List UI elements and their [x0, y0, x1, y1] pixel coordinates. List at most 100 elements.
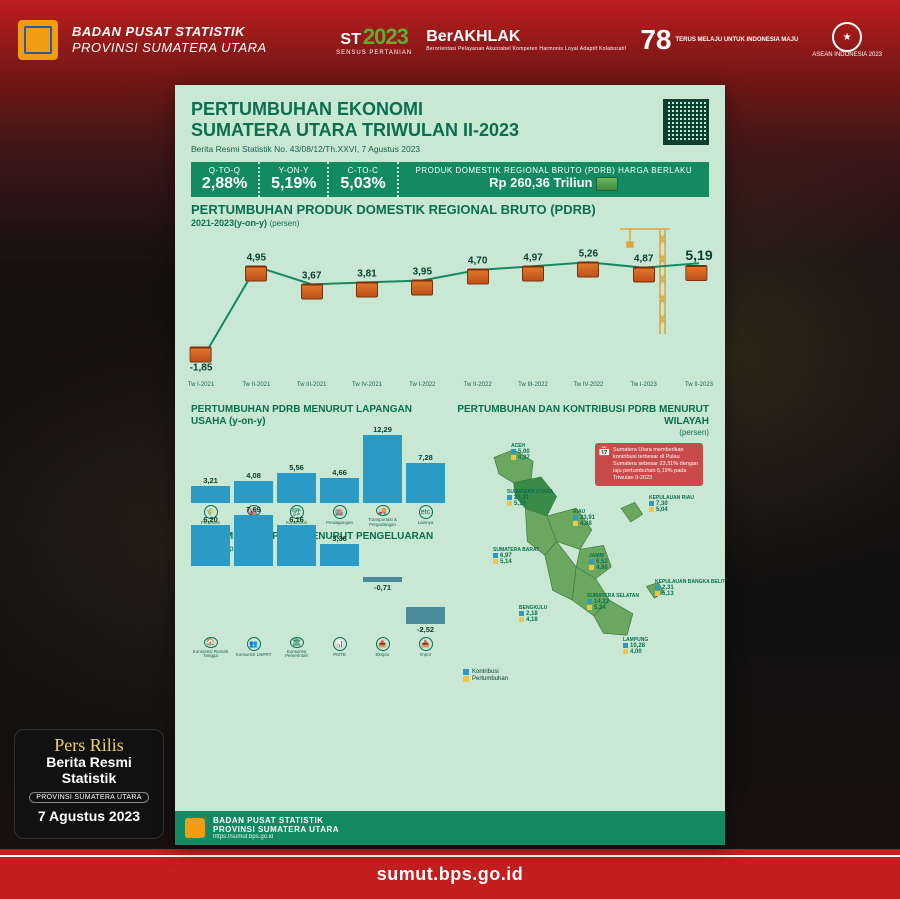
xtick-label: Tw II-2023 — [685, 382, 713, 388]
category-icon: 🏠 — [204, 637, 218, 648]
asean-logo: ASEAN INDONESIA 2023 — [812, 22, 882, 58]
bar-category: 🏛Konsumsi Pemerintah — [277, 637, 316, 659]
kpi-box: Y-ON-Y5,19% — [260, 162, 329, 197]
kpi-box: C-TO-C5,03% — [329, 162, 398, 197]
bar-category: 👥Konsumsi LNPRT — [234, 637, 273, 659]
xtick-label: Tw IV-2021 — [352, 382, 382, 388]
kpi-label: Q-TO-Q — [197, 166, 252, 175]
bar1-title: PERTUMBUHAN PDRB MENURUT LAPANGAN USAHA … — [191, 404, 445, 427]
map-region-label: JAMBI 6,52 4,80 — [589, 553, 608, 571]
bar-category: 🚚 Transportasi & Pergudangan — [363, 505, 402, 527]
kpi-label: PRODUK DOMESTIK REGIONAL BRUTO (PDRB) HA… — [405, 166, 703, 175]
bar-category: 📥 Impor — [406, 637, 445, 659]
chest-icon — [685, 265, 707, 281]
kpi-label: C-TO-C — [335, 166, 390, 175]
pers-rilis-badge: Pers Rilis Berita Resmi Statistik PROVIN… — [14, 729, 164, 839]
bar-chart-usaha: 3,214,085,564,6612,297,28🌾Pertanian🏭Indu… — [191, 431, 445, 527]
bar-value: 12,29 — [373, 425, 392, 434]
map-legend: Kontribusi Pertumbuhan — [463, 668, 508, 683]
category-label: Ekspor — [375, 653, 389, 658]
chest-icon — [301, 283, 323, 299]
xtick-label: Tw III-2021 — [297, 382, 327, 388]
money-icon — [596, 177, 618, 191]
bar: 6,20 — [191, 525, 230, 566]
line-section-title: PERTUMBUHAN PRODUK DOMESTIK REGIONAL BRU… — [191, 203, 709, 218]
bar-value: 4,08 — [246, 471, 261, 480]
ri78-text: TERUS MELAJU UNTUK INDONESIA MAJU — [676, 37, 799, 44]
map-region-label: LAMPUNG 10,28 4,00 — [623, 637, 648, 655]
line-point: 4,70 — [467, 256, 489, 285]
left-column: PERTUMBUHAN PDRB MENURUT LAPANGAN USAHA … — [191, 398, 445, 687]
bps-logo-icon — [18, 20, 58, 60]
bar: 5,56 — [277, 473, 316, 504]
infographic-panel: PERTUMBUHAN EKONOMI SUMATERA UTARA TRIWU… — [175, 85, 725, 845]
category-icon: 📥 — [419, 637, 433, 651]
panel-footer: BADAN PUSAT STATISTIK PROVINSI SUMATERA … — [175, 811, 725, 845]
bar-value: 3,36 — [332, 534, 347, 543]
chest-icon — [633, 266, 655, 282]
bar-chart-pengeluaran: 6,207,696,163,36-0,71-2,52🏠Konsumsi Ruma… — [191, 563, 445, 659]
map-region-label: SUMATERA UTARA 23,31 5,19 — [507, 489, 553, 507]
map-region-label: ACEH 5,00 4,37 — [511, 443, 530, 461]
pers-province: PROVINSI SUMATERA UTARA — [29, 792, 148, 803]
bar-value: 4,66 — [332, 468, 347, 477]
line-point: 3,67 — [301, 270, 323, 299]
bar: -2,52 — [406, 607, 445, 623]
bar-category: etc Lainnya — [406, 505, 445, 527]
ri78-logo: 78 TERUS MELAJU UNTUK INDONESIA MAJU — [640, 24, 798, 56]
xtick-label: Tw II-2021 — [242, 382, 270, 388]
bar-category: 📤Ekspor — [363, 637, 402, 659]
map-region-label: BENGKULU 2,18 4,18 — [519, 605, 547, 623]
category-label: Lainnya — [418, 521, 434, 526]
header: BADAN PUSAT STATISTIK PROVINSI SUMATERA … — [0, 0, 900, 80]
sumatra-map: Sumatera Utara memberikan kontribusi ter… — [455, 437, 709, 687]
bar: 6,16 — [277, 525, 316, 565]
map-callout: Sumatera Utara memberikan kontribusi ter… — [595, 443, 703, 485]
bar-value: 6,20 — [203, 515, 218, 524]
bar: 4,66 — [320, 478, 359, 504]
kpi-value: Rp 260,36 Triliun — [405, 175, 703, 191]
panel-subtitle: Berita Resmi Statistik No. 43/08/12/Th.X… — [191, 144, 709, 154]
org-line2: PROVINSI SUMATERA UTARA — [72, 40, 267, 56]
footer-url: sumut.bps.go.id — [377, 864, 524, 885]
sensus-pertanian-logo: ST 2023 SENSUS PERTANIAN — [336, 24, 412, 56]
bar-category: 🏬Perdagangan — [320, 505, 359, 527]
bar: 12,29 — [363, 435, 402, 503]
pers-line2: Statistik — [21, 770, 157, 786]
map-region-label: RIAU 23,91 4,88 — [573, 509, 595, 527]
line-point: -1,85 — [190, 347, 213, 376]
line-point: 3,95 — [411, 266, 433, 295]
xtick-label: Tw II-2022 — [464, 382, 492, 388]
org-line1: BADAN PUSAT STATISTIK — [72, 24, 267, 40]
category-label: Transportasi & Pergudangan — [363, 518, 402, 527]
bar-value: 5,56 — [289, 463, 304, 472]
line-point: 5,26 — [577, 248, 599, 277]
bar-value: 6,16 — [289, 515, 304, 524]
pers-line1: Berita Resmi — [21, 754, 157, 770]
bar: 4,08 — [234, 481, 273, 504]
xtick-label: Tw IV-2022 — [573, 382, 603, 388]
xtick-label: Tw III-2022 — [518, 382, 548, 388]
map-region-label: SUMATERA BARAT 6,97 5,14 — [493, 547, 539, 565]
pers-script: Pers Rilis — [21, 738, 157, 752]
chest-icon — [190, 347, 212, 363]
category-label: Impor — [420, 653, 432, 658]
qr-code-icon — [663, 99, 709, 145]
chest-icon — [577, 261, 599, 277]
kpi-value: 2,88% — [197, 175, 252, 193]
kpi-label: Y-ON-Y — [266, 166, 321, 175]
kpi-box: Q-TO-Q2,88% — [191, 162, 260, 197]
bar-value: -0,71 — [374, 583, 391, 592]
bar-value: -2,52 — [417, 625, 434, 634]
category-icon: etc — [419, 505, 433, 519]
kpi-value: 5,19% — [266, 175, 321, 193]
org-title: BADAN PUSAT STATISTIK PROVINSI SUMATERA … — [72, 24, 267, 55]
line-point: 4,97 — [522, 252, 544, 281]
map-title: PERTUMBUHAN DAN KONTRIBUSI PDRB MENURUT … — [455, 404, 709, 427]
chest-icon — [356, 281, 378, 297]
category-icon: 🚚 — [376, 505, 390, 516]
line-point: 3,81 — [356, 268, 378, 297]
chest-icon — [245, 265, 267, 281]
bar: 3,21 — [191, 486, 230, 504]
asean-icon — [832, 22, 862, 52]
